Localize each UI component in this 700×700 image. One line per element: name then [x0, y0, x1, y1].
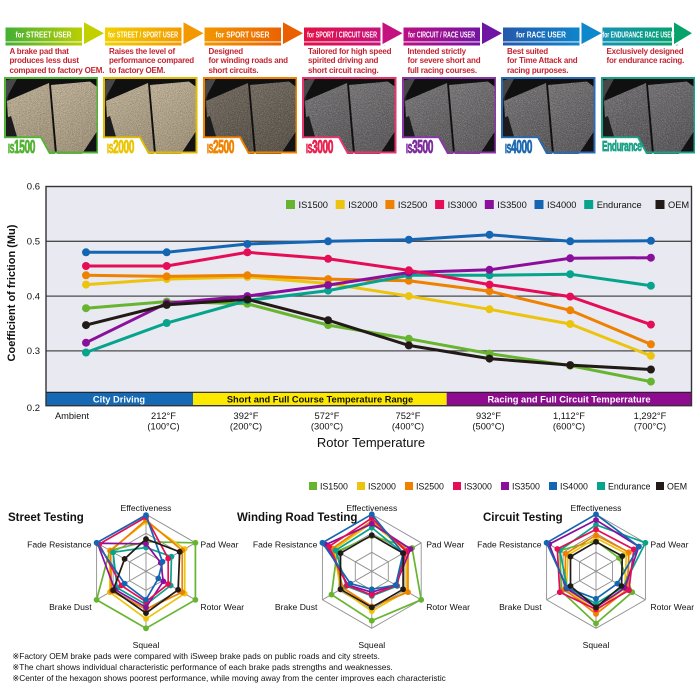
svg-text:572°F: 572°F: [315, 411, 340, 421]
svg-text:IS4000: IS4000: [560, 482, 588, 492]
svg-text:for SPORT / CIRCUIT USER: for SPORT / CIRCUIT USER: [307, 30, 377, 40]
svg-text:Racing and Full Circuit Temper: Racing and Full Circuit Temperrature: [487, 394, 650, 404]
svg-text:Fade Resistance: Fade Resistance: [477, 539, 542, 549]
svg-text:Winding Road Testing: Winding Road Testing: [237, 512, 357, 524]
svg-text:Endurance: Endurance: [608, 482, 651, 492]
svg-text:0.4: 0.4: [27, 291, 40, 302]
svg-text:Pad Wear: Pad Wear: [426, 539, 464, 549]
svg-text:Effectiveness: Effectiveness: [571, 503, 622, 513]
svg-text:for STREET USER: for STREET USER: [16, 30, 73, 40]
svg-text:1,292°F: 1,292°F: [634, 411, 667, 421]
svg-text:for CIRCUIT / RACE USER: for CIRCUIT / RACE USER: [408, 30, 475, 40]
svg-text:IS1500: IS1500: [320, 482, 348, 492]
svg-text:Short and Full Course Temperat: Short and Full Course Temperature Range: [227, 394, 413, 404]
svg-text:IS3000: IS3000: [464, 482, 492, 492]
svg-text:IS3500: IS3500: [512, 482, 540, 492]
svg-text:Brake Dust: Brake Dust: [499, 602, 542, 612]
svg-text:for ENDURANCE RACE USER: for ENDURANCE RACE USER: [603, 30, 675, 40]
svg-text:OEM: OEM: [668, 200, 689, 210]
svg-text:IS2000: IS2000: [368, 482, 396, 492]
svg-text:Fade Resistance: Fade Resistance: [253, 539, 318, 549]
svg-text:Squeal: Squeal: [358, 640, 385, 650]
svg-text:Rotor Temperature: Rotor Temperature: [317, 435, 425, 450]
svg-text:0.2: 0.2: [27, 403, 40, 414]
svg-text:(400°C): (400°C): [392, 422, 424, 432]
svg-text:392°F: 392°F: [234, 411, 259, 421]
svg-text:OEM: OEM: [667, 482, 687, 492]
svg-text:212°F: 212°F: [151, 411, 176, 421]
svg-text:Fade Resistance: Fade Resistance: [27, 539, 92, 549]
svg-text:IS3000: IS3000: [448, 200, 477, 210]
svg-text:(500°C): (500°C): [472, 422, 504, 432]
svg-text:※The chart shows individual ch: ※The chart shows individual characterist…: [12, 662, 393, 672]
svg-text:Circuit Testing: Circuit Testing: [483, 512, 563, 524]
svg-text:Rotor Wear: Rotor Wear: [426, 602, 470, 612]
svg-text:(300°C): (300°C): [311, 422, 343, 432]
svg-text:(700°C): (700°C): [634, 422, 666, 432]
svg-text:IS2500: IS2500: [398, 200, 427, 210]
svg-text:IS1500: IS1500: [299, 200, 328, 210]
svg-text:Effectiveness: Effectiveness: [346, 503, 397, 513]
svg-text:IS3500: IS3500: [497, 200, 526, 210]
svg-text:0.6: 0.6: [27, 182, 40, 193]
svg-text:City Driving: City Driving: [93, 394, 145, 404]
svg-text:Street Testing: Street Testing: [8, 512, 84, 524]
svg-text:(600°C): (600°C): [553, 422, 585, 432]
svg-text:for RACE USER: for RACE USER: [516, 30, 567, 40]
svg-text:IS2000: IS2000: [348, 200, 377, 210]
svg-text:for STREET / SPORT USER: for STREET / SPORT USER: [108, 30, 178, 40]
svg-text:Effectiveness: Effectiveness: [121, 503, 172, 513]
svg-text:for SPORT USER: for SPORT USER: [216, 30, 271, 40]
svg-text:(200°C): (200°C): [230, 422, 262, 432]
svg-text:Coefficient of friction (Mu): Coefficient of friction (Mu): [6, 224, 18, 361]
svg-text:Ambient: Ambient: [55, 411, 90, 421]
svg-text:Endurance: Endurance: [597, 200, 642, 210]
svg-text:Rotor Wear: Rotor Wear: [200, 602, 244, 612]
svg-text:IS2500: IS2500: [416, 482, 444, 492]
svg-text:752°F: 752°F: [396, 411, 421, 421]
svg-text:※Center of the hexagon shows p: ※Center of the hexagon shows poorest per…: [12, 673, 446, 683]
svg-text:0.5: 0.5: [27, 237, 40, 248]
svg-text:0.3: 0.3: [27, 346, 40, 357]
svg-text:IS4000: IS4000: [547, 200, 576, 210]
svg-text:Brake Dust: Brake Dust: [275, 602, 318, 612]
svg-text:(100°C): (100°C): [147, 422, 179, 432]
svg-text:Rotor Wear: Rotor Wear: [650, 602, 694, 612]
svg-text:1,112°F: 1,112°F: [553, 411, 585, 421]
svg-text:Pad Wear: Pad Wear: [200, 539, 238, 549]
svg-text:※Factory OEM brake pads were c: ※Factory OEM brake pads were compared wi…: [12, 651, 380, 661]
svg-text:Pad Wear: Pad Wear: [650, 539, 688, 549]
svg-text:Squeal: Squeal: [133, 640, 160, 650]
svg-text:Squeal: Squeal: [583, 640, 610, 650]
svg-text:Brake Dust: Brake Dust: [49, 602, 92, 612]
svg-text:932°F: 932°F: [476, 411, 501, 421]
